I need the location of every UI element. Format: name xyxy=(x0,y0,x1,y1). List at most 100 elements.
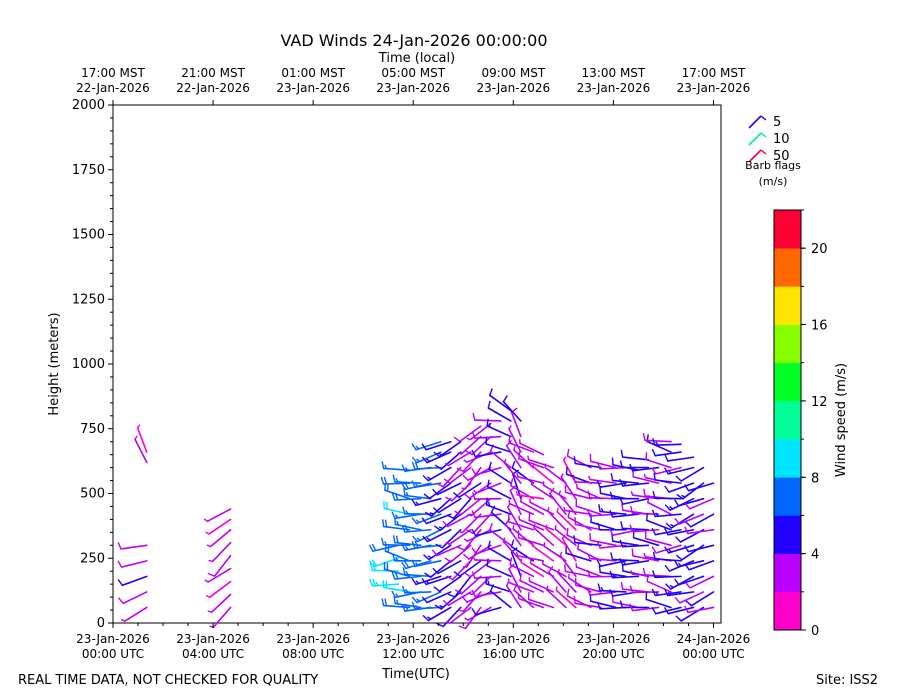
wind-barb xyxy=(609,491,640,500)
wind-barb xyxy=(421,440,452,451)
data-quality-note: REAL TIME DATA, NOT CHECKED FOR QUALITY xyxy=(18,673,319,688)
wind-barb xyxy=(528,513,555,531)
wind-barb xyxy=(401,524,432,533)
wind-barb xyxy=(403,488,432,500)
wind-barb xyxy=(447,575,472,598)
wind-barb xyxy=(651,527,682,536)
wind-barb xyxy=(517,530,545,547)
wind-barb xyxy=(683,544,715,553)
wind-barb xyxy=(684,560,715,571)
colorbar-tick-label: 12 xyxy=(811,395,828,410)
wind-barb xyxy=(573,596,602,609)
wind-barb xyxy=(587,490,617,500)
wind-barb xyxy=(611,533,640,547)
wind-barb xyxy=(471,528,502,537)
wind-barb xyxy=(454,497,482,516)
colorbar-segment xyxy=(774,439,801,478)
wind-barb xyxy=(423,482,452,500)
x-tick-date: 23-Jan-2026 xyxy=(76,632,150,646)
wind-barb xyxy=(597,522,627,531)
wind-barb xyxy=(512,524,535,547)
wind-barb xyxy=(530,480,555,500)
barb-legend-sample xyxy=(748,132,767,146)
x-tick-date: 23-Jan-2026 xyxy=(376,632,450,646)
wind-barb xyxy=(411,513,442,525)
wind-barb xyxy=(433,575,462,593)
colorbar-segment xyxy=(774,248,801,287)
wind-barb xyxy=(432,497,462,514)
wind-barb xyxy=(485,576,512,593)
wind-barb xyxy=(392,474,422,484)
colorbar-segment xyxy=(774,477,801,516)
wind-barb xyxy=(446,497,472,520)
wind-barb xyxy=(445,528,472,546)
top-tick-date: 23-Jan-2026 xyxy=(577,81,651,95)
wind-barb xyxy=(519,573,545,593)
wind-barb xyxy=(520,558,545,578)
wind-barb xyxy=(675,466,705,482)
y-tick-label: 1250 xyxy=(72,292,105,307)
wind-barb xyxy=(631,548,660,562)
wind-barb xyxy=(531,541,555,562)
wind-barb xyxy=(436,606,462,628)
wind-barb xyxy=(651,544,682,554)
wind-barb xyxy=(642,433,672,443)
wind-barb xyxy=(502,537,522,562)
y-tick-label: 250 xyxy=(80,551,105,566)
wind-barb xyxy=(507,578,535,593)
wind-barb xyxy=(509,485,522,516)
wind-barb xyxy=(684,497,715,510)
x-tick-time: 08:00 UTC xyxy=(282,647,344,661)
wind-barb xyxy=(434,591,462,610)
wind-barb xyxy=(509,557,535,578)
wind-barb xyxy=(471,589,502,598)
wind-barb xyxy=(596,461,627,470)
wind-barb xyxy=(204,567,232,583)
wind-barb xyxy=(205,518,232,535)
y-axis-label: Height (meters) xyxy=(47,312,62,415)
wind-barb xyxy=(456,451,482,473)
wind-barb xyxy=(518,515,545,531)
wind-barb xyxy=(432,560,462,575)
wind-barb xyxy=(554,525,577,547)
wind-barb xyxy=(684,575,715,589)
wind-barb xyxy=(207,593,232,614)
wind-barb xyxy=(533,523,555,547)
wind-barb xyxy=(435,528,462,549)
wind-barb xyxy=(652,438,682,447)
wind-barb xyxy=(508,425,522,453)
wind-barb xyxy=(136,424,148,453)
wind-barb xyxy=(505,581,522,609)
x-tick-date: 23-Jan-2026 xyxy=(477,632,551,646)
wind-barb xyxy=(565,466,592,484)
wind-barb xyxy=(380,537,411,547)
wind-barb xyxy=(556,507,577,531)
wind-barb xyxy=(422,466,452,482)
wind-barb xyxy=(651,588,682,597)
y-tick-label: 0 xyxy=(97,616,105,631)
top-tick-time: 05:00 MST xyxy=(381,66,445,80)
top-tick-date: 22-Jan-2026 xyxy=(176,81,250,95)
wind-barb xyxy=(485,497,512,516)
wind-barb xyxy=(423,544,452,561)
wind-barb xyxy=(431,544,462,557)
top-tick-date: 23-Jan-2026 xyxy=(276,81,350,95)
colorbar-tick-label: 8 xyxy=(811,471,819,486)
wind-barb xyxy=(391,571,422,580)
wind-barb xyxy=(424,560,452,579)
wind-barb xyxy=(619,600,650,609)
wind-barb xyxy=(620,521,650,531)
wind-barb xyxy=(383,501,411,516)
wind-barb xyxy=(651,448,682,457)
wind-barb xyxy=(516,472,545,484)
wind-barb xyxy=(555,586,577,609)
wind-barb xyxy=(488,522,512,547)
wind-barb xyxy=(471,449,502,458)
wind-barb xyxy=(684,482,715,492)
wind-barb xyxy=(508,563,522,593)
wind-barb xyxy=(468,575,492,596)
wind-barb xyxy=(488,461,512,484)
wind-barb xyxy=(663,606,695,615)
wind-barb xyxy=(674,575,705,586)
